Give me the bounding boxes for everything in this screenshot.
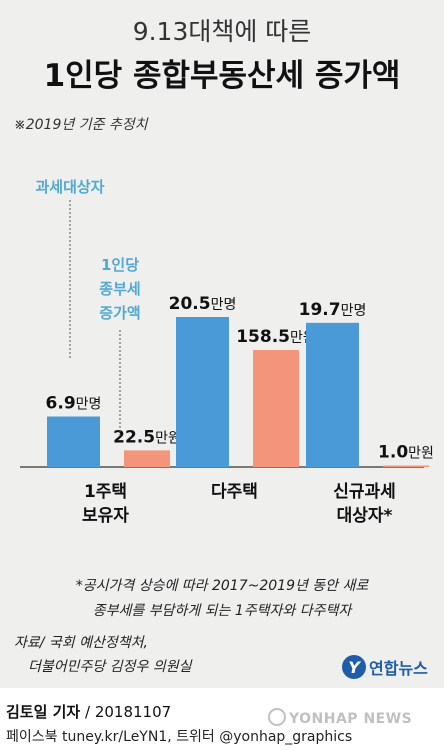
category-label-3-line1: 신규과세 [333,482,396,502]
watermark-icon [268,708,286,726]
credit: 김토일 기자 / 20181107 [6,701,171,722]
basis-note: ※2019년 기준 추정치 [14,117,148,133]
bar-tax-increase-1 [124,450,170,467]
value-label-taxpayers-3: 19.7만명 [299,300,367,320]
source-line1: 자료/ 국회 예산정책처, [14,635,148,651]
value-label-tax-increase-3: 1.0만원 [378,443,434,463]
value-label-taxpayers-2: 20.5만명 [169,294,237,314]
reporter-name: 김토일 기자 [6,703,81,721]
category-label-1-line1: 1주택 [84,482,127,502]
credit-date: / 20181107 [80,703,172,721]
value-label-tax-increase-2: 158.5만원 [236,327,316,347]
category-label-2-line1: 다주택 [211,482,258,502]
yonhap-logo-icon: Y [342,655,366,679]
bar-taxpayers-3 [306,322,359,467]
watermark-text: YONHAP NEWS [289,711,413,727]
footnote-line1: *공시가격 상승에 따라 2017~2019년 동안 새로 [75,578,369,594]
footnote-line2: 종부세를 부담하게 되는 1주택자와 다주택자 [92,603,352,619]
social-links: 페이스북 tuney.kr/LeYN1, 트위터 @yonhap_graphic… [6,729,353,745]
legend-tax-increase-line3: 증가액 [99,304,140,322]
yonhap-logo-text: 연합뉴스 [369,659,428,678]
watermark: YONHAP NEWS [268,708,412,727]
bar-tax-increase-2 [253,350,299,467]
source-line2: 더불어민주당 김정우 의원실 [28,659,192,675]
legend-tax-increase-line2: 종부세 [99,280,140,298]
title-line2: 1인당 종합부동산세 증가액 [43,58,401,94]
legend-taxpayers: 과세대상자 [35,178,104,196]
bar-taxpayers-1 [47,416,100,467]
category-label-3-line2: 대상자* [337,506,393,526]
bar-taxpayers-2 [176,317,229,467]
footnote: *공시가격 상승에 따라 2017~2019년 동안 새로 종부세를 부담하게 … [0,574,444,624]
value-label-tax-increase-1: 22.5만원 [113,427,181,447]
category-label-1-line2: 보유자 [82,506,129,526]
yonhap-logo: Y 연합뉴스 [342,655,428,679]
legend-tax-increase-line1: 1인당 [101,256,139,274]
value-label-taxpayers-1: 6.9만명 [46,394,102,414]
source: 자료/ 국회 예산정책처, 더불어민주당 김정우 의원실 [14,631,191,679]
title-line1: 9.13대책에 따른 [132,17,312,46]
bar-tax-increase-3 [383,465,429,467]
